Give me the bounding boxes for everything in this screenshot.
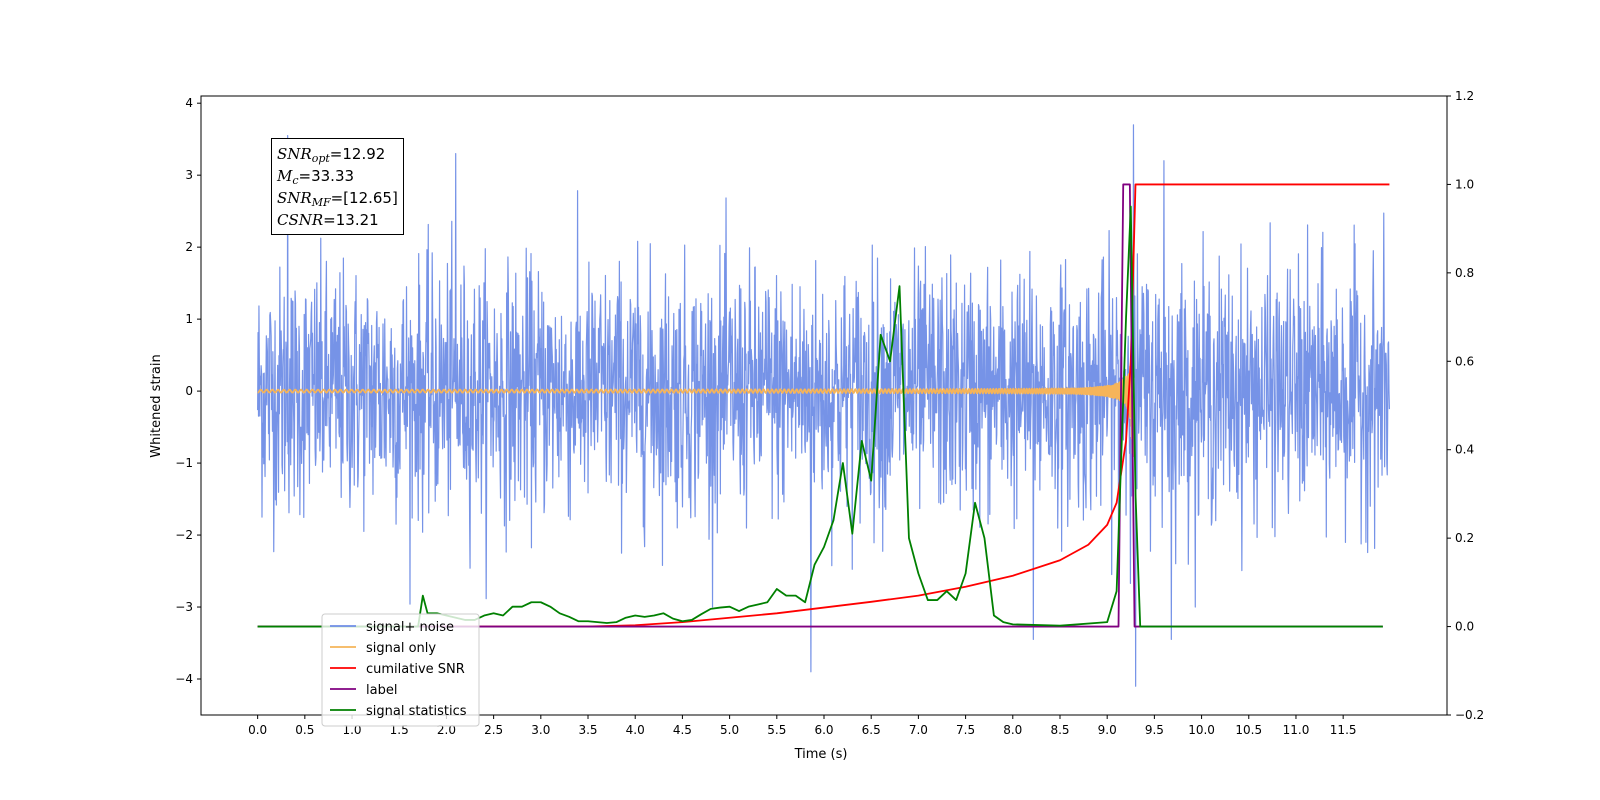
csnr-value: =13.21 — [323, 211, 379, 229]
mc-value: =33.33 — [298, 167, 355, 185]
legend-entry: signal only — [366, 641, 436, 656]
legend-entry: signal statistics — [366, 704, 467, 719]
x-tick-label: 11.0 — [1283, 723, 1310, 737]
series-line-signal-only — [257, 335, 1136, 458]
x-tick-label: 7.5 — [956, 723, 975, 737]
mc-line: Mc=33.33 — [277, 167, 355, 187]
y-right-tick-label: 0.6 — [1455, 354, 1474, 368]
csnr-line: CSNR=13.21 — [277, 211, 379, 229]
x-axis-label: Time (s) — [794, 747, 848, 762]
y-right-tick-label: 0.2 — [1455, 531, 1474, 545]
series-line-signal-statistics — [257, 205, 1383, 628]
y-left-tick-label: 3 — [185, 168, 193, 182]
y-left-tick-label: 0 — [185, 384, 193, 398]
x-tick-label: 0.5 — [295, 723, 314, 737]
legend-entry: signal+ noise — [366, 620, 454, 635]
snr-opt-line: SNRopt=12.92 — [277, 145, 386, 165]
y-right-tick-label: 1.0 — [1455, 177, 1474, 191]
y-left-tick-label: −1 — [175, 456, 193, 470]
y-right-tick-label: 0.8 — [1455, 266, 1474, 280]
y-right-tick-label: −0.2 — [1455, 708, 1484, 722]
x-tick-label: 4.0 — [626, 723, 645, 737]
x-tick-label: 8.0 — [1003, 723, 1022, 737]
legend-entry: cumilative SNR — [366, 662, 465, 677]
y-left-tick-label: −4 — [175, 672, 193, 686]
y-left-tick-label: 1 — [185, 312, 193, 326]
x-tick-label: 5.5 — [767, 723, 786, 737]
x-tick-label: 9.0 — [1098, 723, 1117, 737]
x-tick-label: 6.0 — [814, 723, 833, 737]
snr-opt-value: =12.92 — [329, 145, 386, 163]
stats-annotation-box: SNRopt=12.92 Mc=33.33 SNRMF=[12.65] CSNR… — [271, 138, 404, 235]
series-line-signal-noise — [257, 124, 1391, 687]
x-tick-label: 4.5 — [673, 723, 692, 737]
x-tick-label: 5.0 — [720, 723, 739, 737]
y-left-tick-label: −3 — [175, 600, 193, 614]
x-tick-label: 10.0 — [1188, 723, 1215, 737]
x-tick-label: 2.5 — [484, 723, 503, 737]
x-tick-label: 3.5 — [578, 723, 597, 737]
y-axis-label: Whitened strain — [149, 354, 164, 457]
x-tick-label: 10.5 — [1235, 723, 1262, 737]
x-tick-label: 7.0 — [909, 723, 928, 737]
x-tick-label: 9.5 — [1145, 723, 1164, 737]
snr-mf-value: =[12.65] — [330, 189, 398, 207]
y-right-tick-label: 1.2 — [1455, 89, 1474, 103]
legend-box — [321, 613, 480, 727]
y-right-tick-label: 0.0 — [1455, 620, 1474, 634]
y-right-tick-label: 0.4 — [1455, 443, 1474, 457]
y-left-tick-label: 2 — [185, 240, 193, 254]
legend-entry: label — [366, 683, 397, 698]
legend: signal+ noise signal only cumilative SNR la… — [321, 613, 480, 727]
x-tick-label: 6.5 — [862, 723, 881, 737]
x-tick-label: 0.0 — [248, 723, 267, 737]
y-left-tick-label: −2 — [175, 528, 193, 542]
snr-mf-line: SNRMF=[12.65] — [277, 189, 398, 209]
y-left-tick-label: 4 — [185, 96, 193, 110]
x-tick-label: 8.5 — [1050, 723, 1069, 737]
x-tick-label: 11.5 — [1330, 723, 1357, 737]
x-tick-label: 3.0 — [531, 723, 550, 737]
